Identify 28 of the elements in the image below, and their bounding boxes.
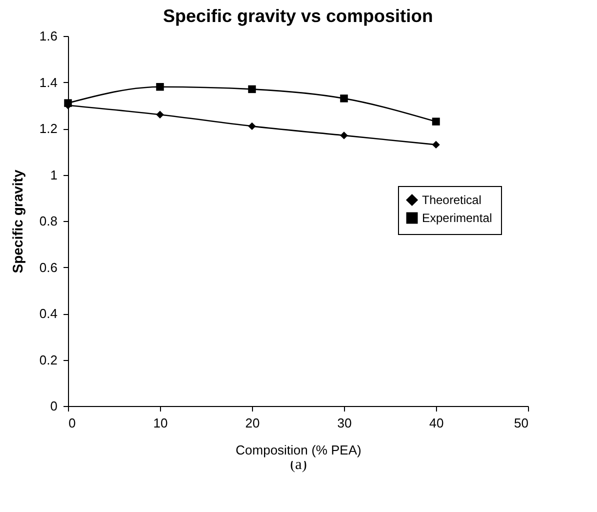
point (340, 94, 348, 102)
x-tick-label: 10 (153, 416, 168, 430)
legend-label: Theoretical (422, 193, 482, 207)
point (340, 132, 348, 140)
y-tick-label: 1.4 (39, 74, 58, 90)
y-tick-label: 0 (50, 398, 58, 414)
x-tick-label: 20 (245, 416, 260, 430)
point (432, 118, 440, 126)
point (248, 85, 256, 94)
chart-title: Specific gravity vs composition (162, 6, 434, 26)
point (248, 122, 256, 130)
x-tick-label: 50 (514, 416, 528, 430)
point (156, 110, 164, 118)
y-tick-label: 0.2 (39, 352, 58, 368)
point (432, 140, 440, 149)
y-tick-label: 1 (50, 167, 58, 182)
x-tick-label: 0 (68, 416, 76, 430)
x-tick-label: 40 (429, 416, 444, 430)
x-tick-label: 30 (337, 416, 352, 430)
y-axis-title: Specific gravity (9, 170, 26, 274)
y-tick-label: 0.6 (39, 260, 58, 275)
point (156, 83, 164, 91)
y-tick-label: 1.6 (39, 28, 58, 44)
x-axis-title: Composition (% PEA) (236, 442, 362, 458)
y-tick-label: 0.8 (39, 214, 58, 228)
y-tick-label: 1.2 (39, 121, 58, 136)
legend-label: Experimental (422, 211, 492, 225)
y-tick-label: 0.4 (39, 306, 58, 321)
